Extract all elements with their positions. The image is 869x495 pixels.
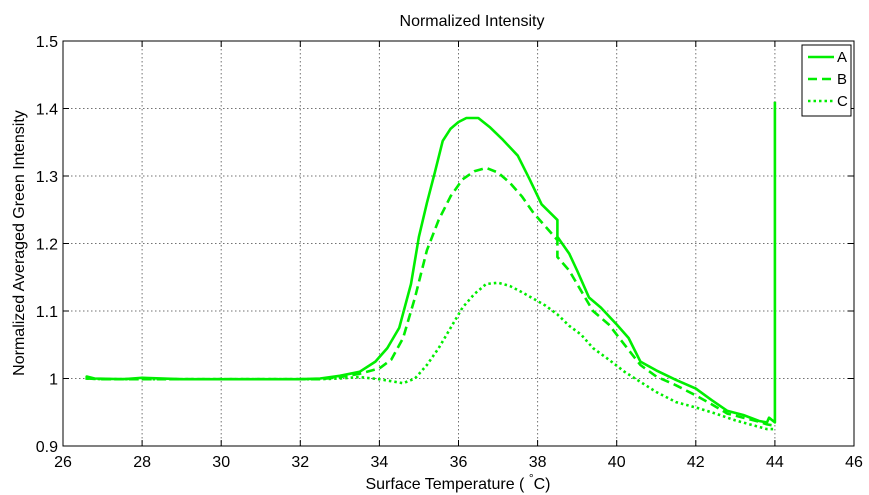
x-tick-label: 32 (291, 454, 309, 471)
y-axis-label: Normalized Averaged Green Intensity (11, 110, 28, 376)
y-tick-label: 1.3 (36, 169, 58, 186)
y-tick-label: 1.4 (36, 102, 58, 119)
x-axis-label-text: Surface Temperature ( (365, 476, 528, 493)
x-tick-label: 28 (133, 454, 151, 471)
legend-label-c: C (837, 93, 848, 110)
y-tick-label: 1 (49, 372, 58, 389)
series-line-b (86, 166, 776, 428)
x-tick-label: 30 (212, 454, 230, 471)
x-axis-label-degree: ° (529, 471, 534, 485)
x-tick-label: 34 (371, 454, 389, 471)
series-line-c (86, 281, 775, 431)
legend: ABC (801, 44, 852, 117)
series-line-a (85, 101, 777, 424)
y-tick-label: 1.1 (36, 304, 58, 321)
x-tick-label: 26 (54, 454, 72, 471)
x-tick-label: 44 (766, 454, 784, 471)
chart-title: Normalized Intensity (400, 13, 545, 30)
x-axis-label: Surface Temperature ( °C) (365, 471, 550, 493)
x-axis-label-unit: C) (534, 476, 551, 493)
legend-label-b: B (837, 71, 847, 88)
x-tick-label: 42 (687, 454, 705, 471)
x-tick-label: 38 (529, 454, 547, 471)
y-tick-label: 1.5 (36, 34, 58, 51)
x-tick-labels: 26 28 30 32 34 36 38 40 42 44 46 (54, 454, 863, 471)
grid-lines (63, 41, 854, 446)
x-tick-label: 40 (608, 454, 626, 471)
x-tick-label: 46 (845, 454, 863, 471)
y-tick-labels: 0.9 1 1.1 1.2 1.3 1.4 1.5 (36, 34, 58, 456)
x-tick-label: 36 (450, 454, 468, 471)
y-tick-label: 1.2 (36, 237, 58, 254)
data-series (85, 101, 777, 431)
legend-label-a: A (837, 49, 847, 66)
y-tick-label: 0.9 (36, 439, 58, 456)
